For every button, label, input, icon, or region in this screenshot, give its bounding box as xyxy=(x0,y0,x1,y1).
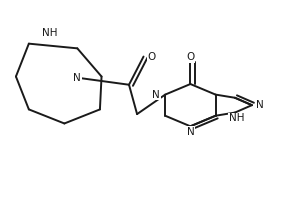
Text: N: N xyxy=(187,127,194,137)
Text: NH: NH xyxy=(42,28,58,38)
Text: NH: NH xyxy=(229,113,244,123)
Text: O: O xyxy=(148,52,156,62)
Text: N: N xyxy=(152,90,160,100)
Text: O: O xyxy=(186,52,194,62)
Text: N: N xyxy=(256,100,264,110)
Text: N: N xyxy=(74,73,81,83)
